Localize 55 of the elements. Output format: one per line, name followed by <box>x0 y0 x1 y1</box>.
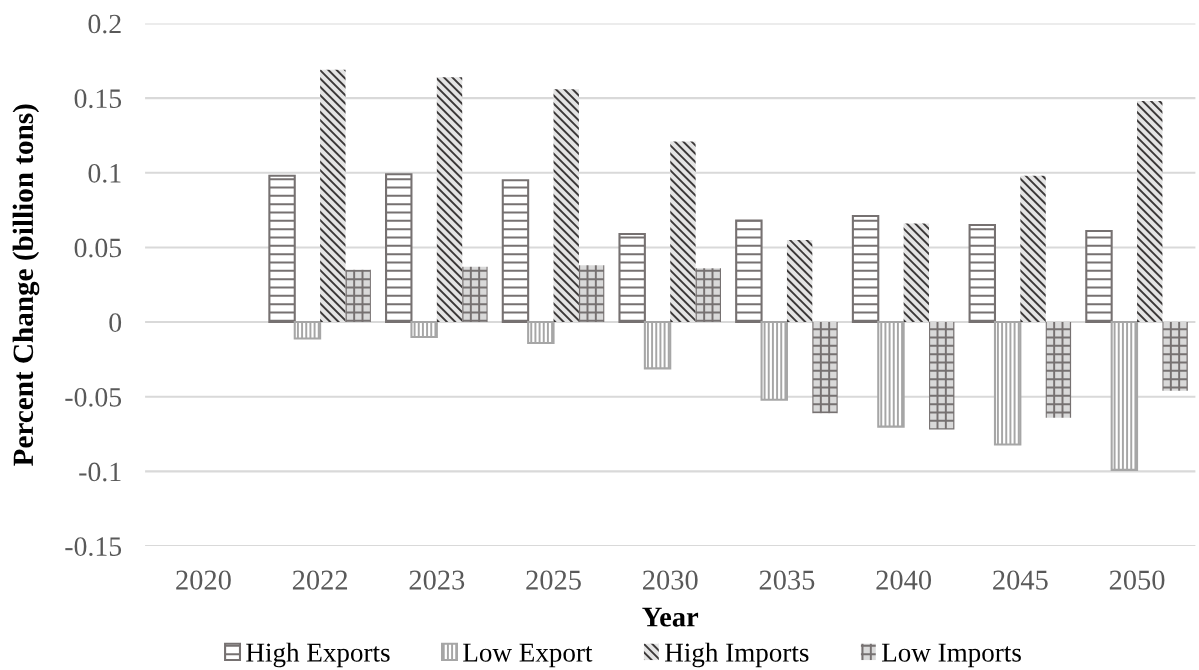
x-tick-label: 2020 <box>176 570 231 590</box>
y-tick-label: 0.05 <box>74 238 122 258</box>
x-tick-label: 2030 <box>643 570 698 590</box>
bar <box>760 321 788 401</box>
x-axis-title: Year <box>642 607 699 627</box>
bar <box>578 265 605 323</box>
bar <box>385 173 413 324</box>
x-tick-label: 2050 <box>1109 570 1165 590</box>
y-tick-label: -0.05 <box>65 387 122 407</box>
bar <box>553 89 579 323</box>
bar <box>993 321 1022 446</box>
y-tick-label: 0.2 <box>88 14 121 34</box>
y-tick-label: 0.1 <box>88 163 121 183</box>
bar <box>293 321 322 340</box>
bar <box>320 69 346 323</box>
x-tick-label: 2022 <box>292 570 348 590</box>
bar <box>1137 101 1163 323</box>
x-tick-label: 2025 <box>526 570 581 590</box>
bar <box>436 77 463 323</box>
y-tick-label: 0.15 <box>74 89 122 109</box>
y-tick-label: -0.15 <box>65 537 122 557</box>
bar <box>968 223 997 324</box>
bar <box>903 223 930 323</box>
bar <box>618 232 646 324</box>
x-tick-label: 2045 <box>993 570 1048 590</box>
bar <box>345 269 371 323</box>
legend-label: High Exports <box>246 642 390 668</box>
bar <box>812 322 838 414</box>
y-axis-title: Percent Change (billion tons) <box>12 104 40 466</box>
legend-label: Low Export <box>463 643 593 668</box>
bar <box>643 321 672 370</box>
bar <box>670 141 696 323</box>
bar <box>929 322 955 430</box>
bar <box>1085 229 1113 324</box>
bar <box>1045 322 1072 418</box>
y-tick-label: 0 <box>109 313 122 332</box>
bar <box>735 219 763 324</box>
bar <box>1110 321 1139 471</box>
bar <box>410 321 438 339</box>
bar <box>786 239 813 323</box>
bar <box>877 321 905 428</box>
bar <box>695 268 722 323</box>
bar <box>462 266 488 323</box>
bar <box>527 321 555 345</box>
legend-label: High Imports <box>665 642 809 668</box>
bar <box>851 215 880 324</box>
x-tick-label: 2035 <box>759 570 815 590</box>
bar <box>268 174 296 324</box>
y-tick-label: -0.1 <box>79 462 121 482</box>
legend-label: Low Imports <box>881 643 1021 668</box>
bar <box>1162 322 1188 391</box>
x-tick-label: 2040 <box>876 570 932 590</box>
bar <box>501 179 530 324</box>
bar <box>1020 175 1046 323</box>
x-tick-label: 2023 <box>409 570 465 590</box>
